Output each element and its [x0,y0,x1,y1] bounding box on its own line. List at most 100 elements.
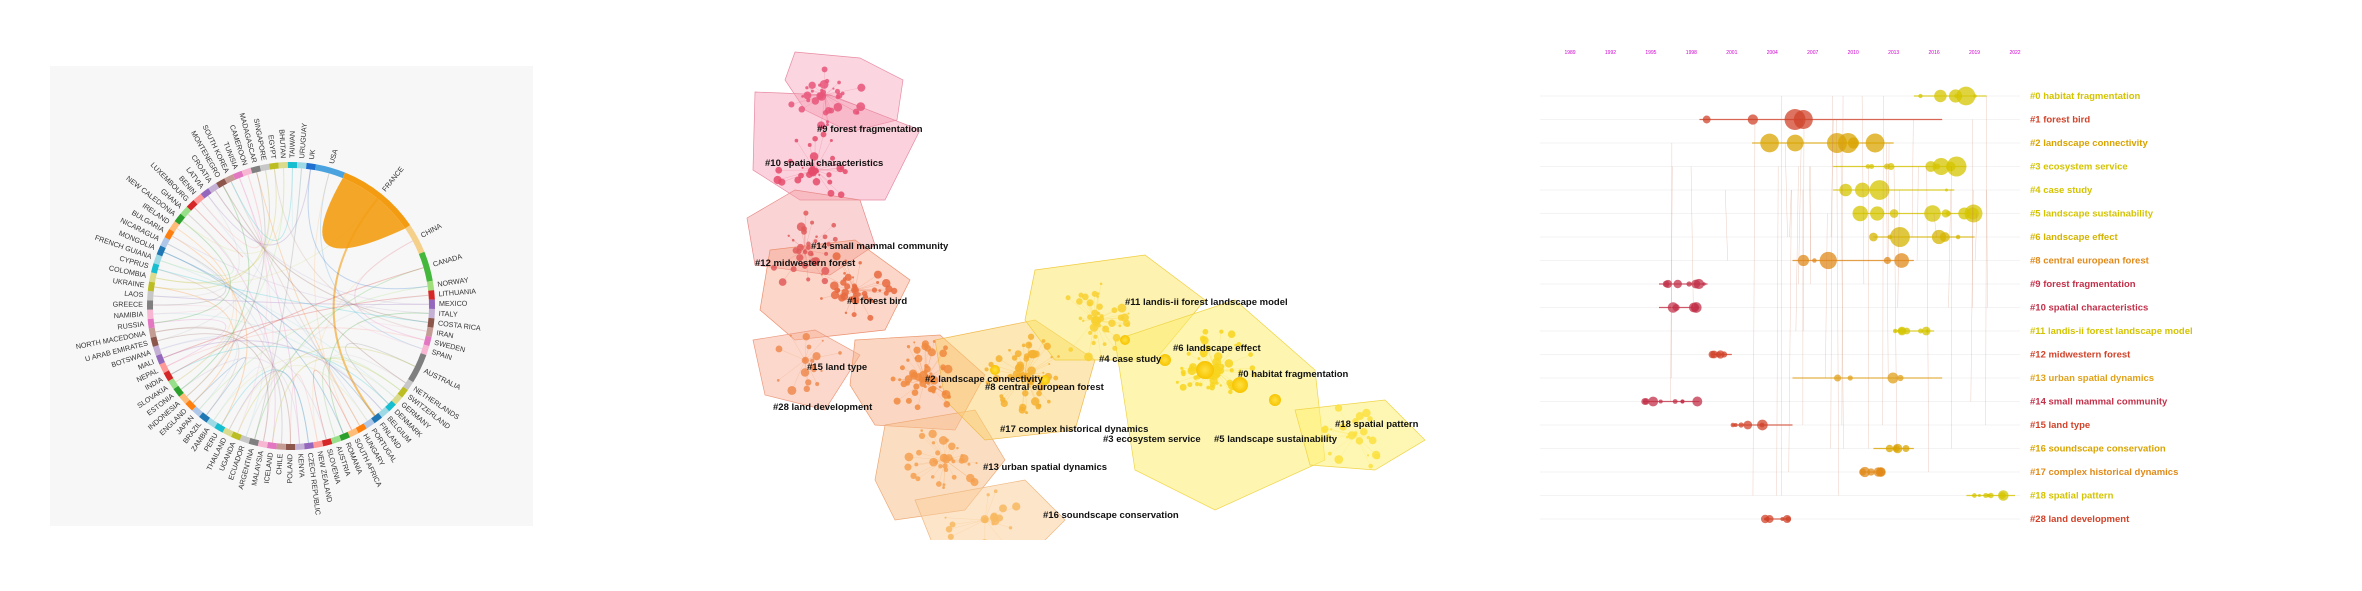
chord-ribbon [157,268,429,323]
network-node [988,361,994,367]
network-node [1368,436,1377,445]
chord-ribbon [254,168,302,440]
chord-ribbon [170,267,424,375]
network-node [916,449,922,456]
chord-ribbon [180,185,250,390]
timeline-node [1691,279,1701,289]
network-node [1068,347,1074,352]
network-node [1229,368,1234,373]
timeline-link [1830,119,1834,238]
timeline-year-label: 1992 [1605,50,1616,56]
network-node [1021,343,1026,348]
chord-ribbon [213,366,263,437]
network-node [938,464,943,469]
network-node [1227,330,1236,339]
network-node [825,106,832,114]
network-node [904,463,912,471]
timeline-cluster-label: #4 case study [2030,185,2093,196]
network-node [775,345,783,353]
network-node [993,489,998,494]
network-link [804,236,817,251]
network-link [814,169,842,195]
network-link [1018,353,1026,376]
chord-ribbon [166,327,425,367]
cluster-label-5: #5 landscape sustainability [1214,434,1338,445]
country-label: NAMIBIA [113,310,143,321]
chord-ribbon [228,365,368,430]
timeline-link [1798,142,1802,285]
network-node [1213,352,1223,361]
network-node [1048,362,1051,365]
timeline-cluster-label: #6 landscape effect [2030,232,2118,243]
chord-arc [163,370,174,382]
timeline-node [1934,89,1947,103]
timeline-node [1941,209,1950,218]
cluster-label-9: #9 forest fragmentation [817,124,923,135]
network-node [820,297,823,300]
network-node [802,357,808,363]
chord-ribbon [354,240,425,341]
timeline-link [1970,189,1974,402]
chord-arc [169,221,180,233]
network-node [930,475,935,479]
network-node [833,102,843,112]
network-node [826,242,831,247]
chord-arc [150,336,159,347]
chord-arc [347,427,359,438]
network-node [1120,313,1129,322]
network-node [946,394,951,399]
chord-arc [342,172,411,229]
network-link [814,168,842,171]
country-label: LAOS [124,289,144,299]
network-node [1076,298,1083,305]
timeline-link [1784,142,1788,238]
timeline-year-label: 1989 [1564,50,1575,56]
chord-arc [385,400,396,412]
network-node [858,261,862,265]
network-node [900,380,908,388]
chord-arc [147,281,156,292]
chord-arc [159,362,169,374]
chord-ribbon [159,338,327,440]
cluster-label-14: #14 small mammal community [811,241,949,252]
chord-ribbon [170,345,389,405]
network-node [1000,396,1006,403]
network-node [1127,312,1130,315]
timeline-node [1986,493,1991,498]
timeline-node [1793,109,1813,130]
network-link [852,277,856,291]
network-node [1028,342,1032,346]
timeline-link [1893,166,1898,449]
cluster-label-8: #8 central european forest [985,382,1105,393]
network-link [854,289,887,294]
network-hub-node [990,365,1000,375]
network-link [1024,340,1044,376]
chord-arc [200,188,212,199]
network-link [824,87,862,96]
network-link [854,283,887,291]
timeline-cluster-label: #8 central european forest [2030,256,2150,267]
network-node [914,373,923,381]
chord-ribbon [155,326,240,416]
timeline-link [1933,213,1937,238]
timeline-node [1869,180,1890,200]
chord-ribbon [153,295,429,306]
chord-ribbon [157,268,283,444]
timeline-node [1865,164,1871,169]
cluster-label-10: #10 spatial characteristics [765,158,883,169]
network-node [803,210,809,216]
network-node [806,277,811,282]
chord-arc [428,290,435,300]
chord-arc [248,437,260,447]
network-node [826,123,829,127]
chord-arc [151,263,160,274]
country-label: UKRAINE [112,276,145,289]
chord-ribbon [157,170,270,342]
network-node [801,226,807,232]
node-cloud [770,66,1381,549]
chord-ribbon [200,201,368,422]
network-node [992,374,1001,383]
network-node [1097,324,1101,328]
network-node [947,533,954,540]
network-node [778,278,787,286]
